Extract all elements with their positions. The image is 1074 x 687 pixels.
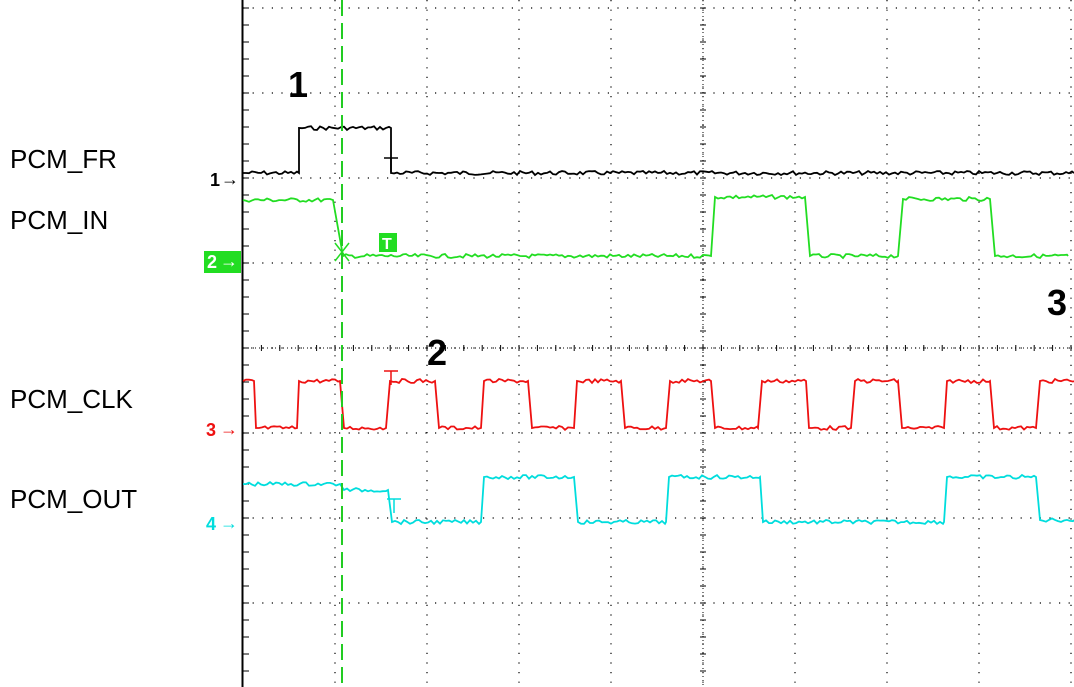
arrow-right-icon: →	[220, 251, 238, 271]
channel-number-1: 1	[210, 170, 220, 190]
annotation-marker-1: 1	[288, 64, 308, 105]
trace-pcm-clk	[242, 377, 1074, 431]
trace-pcm-in	[242, 193, 1069, 260]
channel-number-3: 3	[206, 420, 216, 440]
trace-pcm-fr	[243, 125, 1074, 177]
signal-label-pcm-fr: PCM_FR	[10, 144, 117, 174]
channel-number-4: 4	[206, 514, 216, 534]
arrow-right-icon: →	[220, 419, 238, 439]
trigger-marker[interactable]	[379, 233, 397, 252]
channel-2-highlight	[204, 251, 241, 273]
trigger-label: T	[382, 236, 392, 253]
channel-number-2: 2	[207, 252, 217, 272]
arrow-right-icon: →	[221, 169, 239, 189]
signal-label-pcm-clk: PCM_CLK	[10, 384, 133, 414]
signal-label-pcm-in: PCM_IN	[10, 205, 108, 235]
arrow-right-icon: →	[220, 513, 238, 533]
annotation-marker-2: 2	[427, 332, 447, 373]
waveform-traces	[242, 125, 1074, 526]
channel-indicator-2[interactable]: 2 →	[204, 251, 241, 273]
channel-indicator-3[interactable]: 3 →	[206, 419, 238, 440]
channel-indicator-1[interactable]: 1 →	[210, 169, 239, 190]
channel-indicator-4[interactable]: 4 →	[206, 513, 238, 534]
trace-pcm-out	[242, 473, 1074, 526]
signal-label-pcm-out: PCM_OUT	[10, 484, 137, 514]
annotation-marker-3: 3	[1047, 282, 1067, 323]
